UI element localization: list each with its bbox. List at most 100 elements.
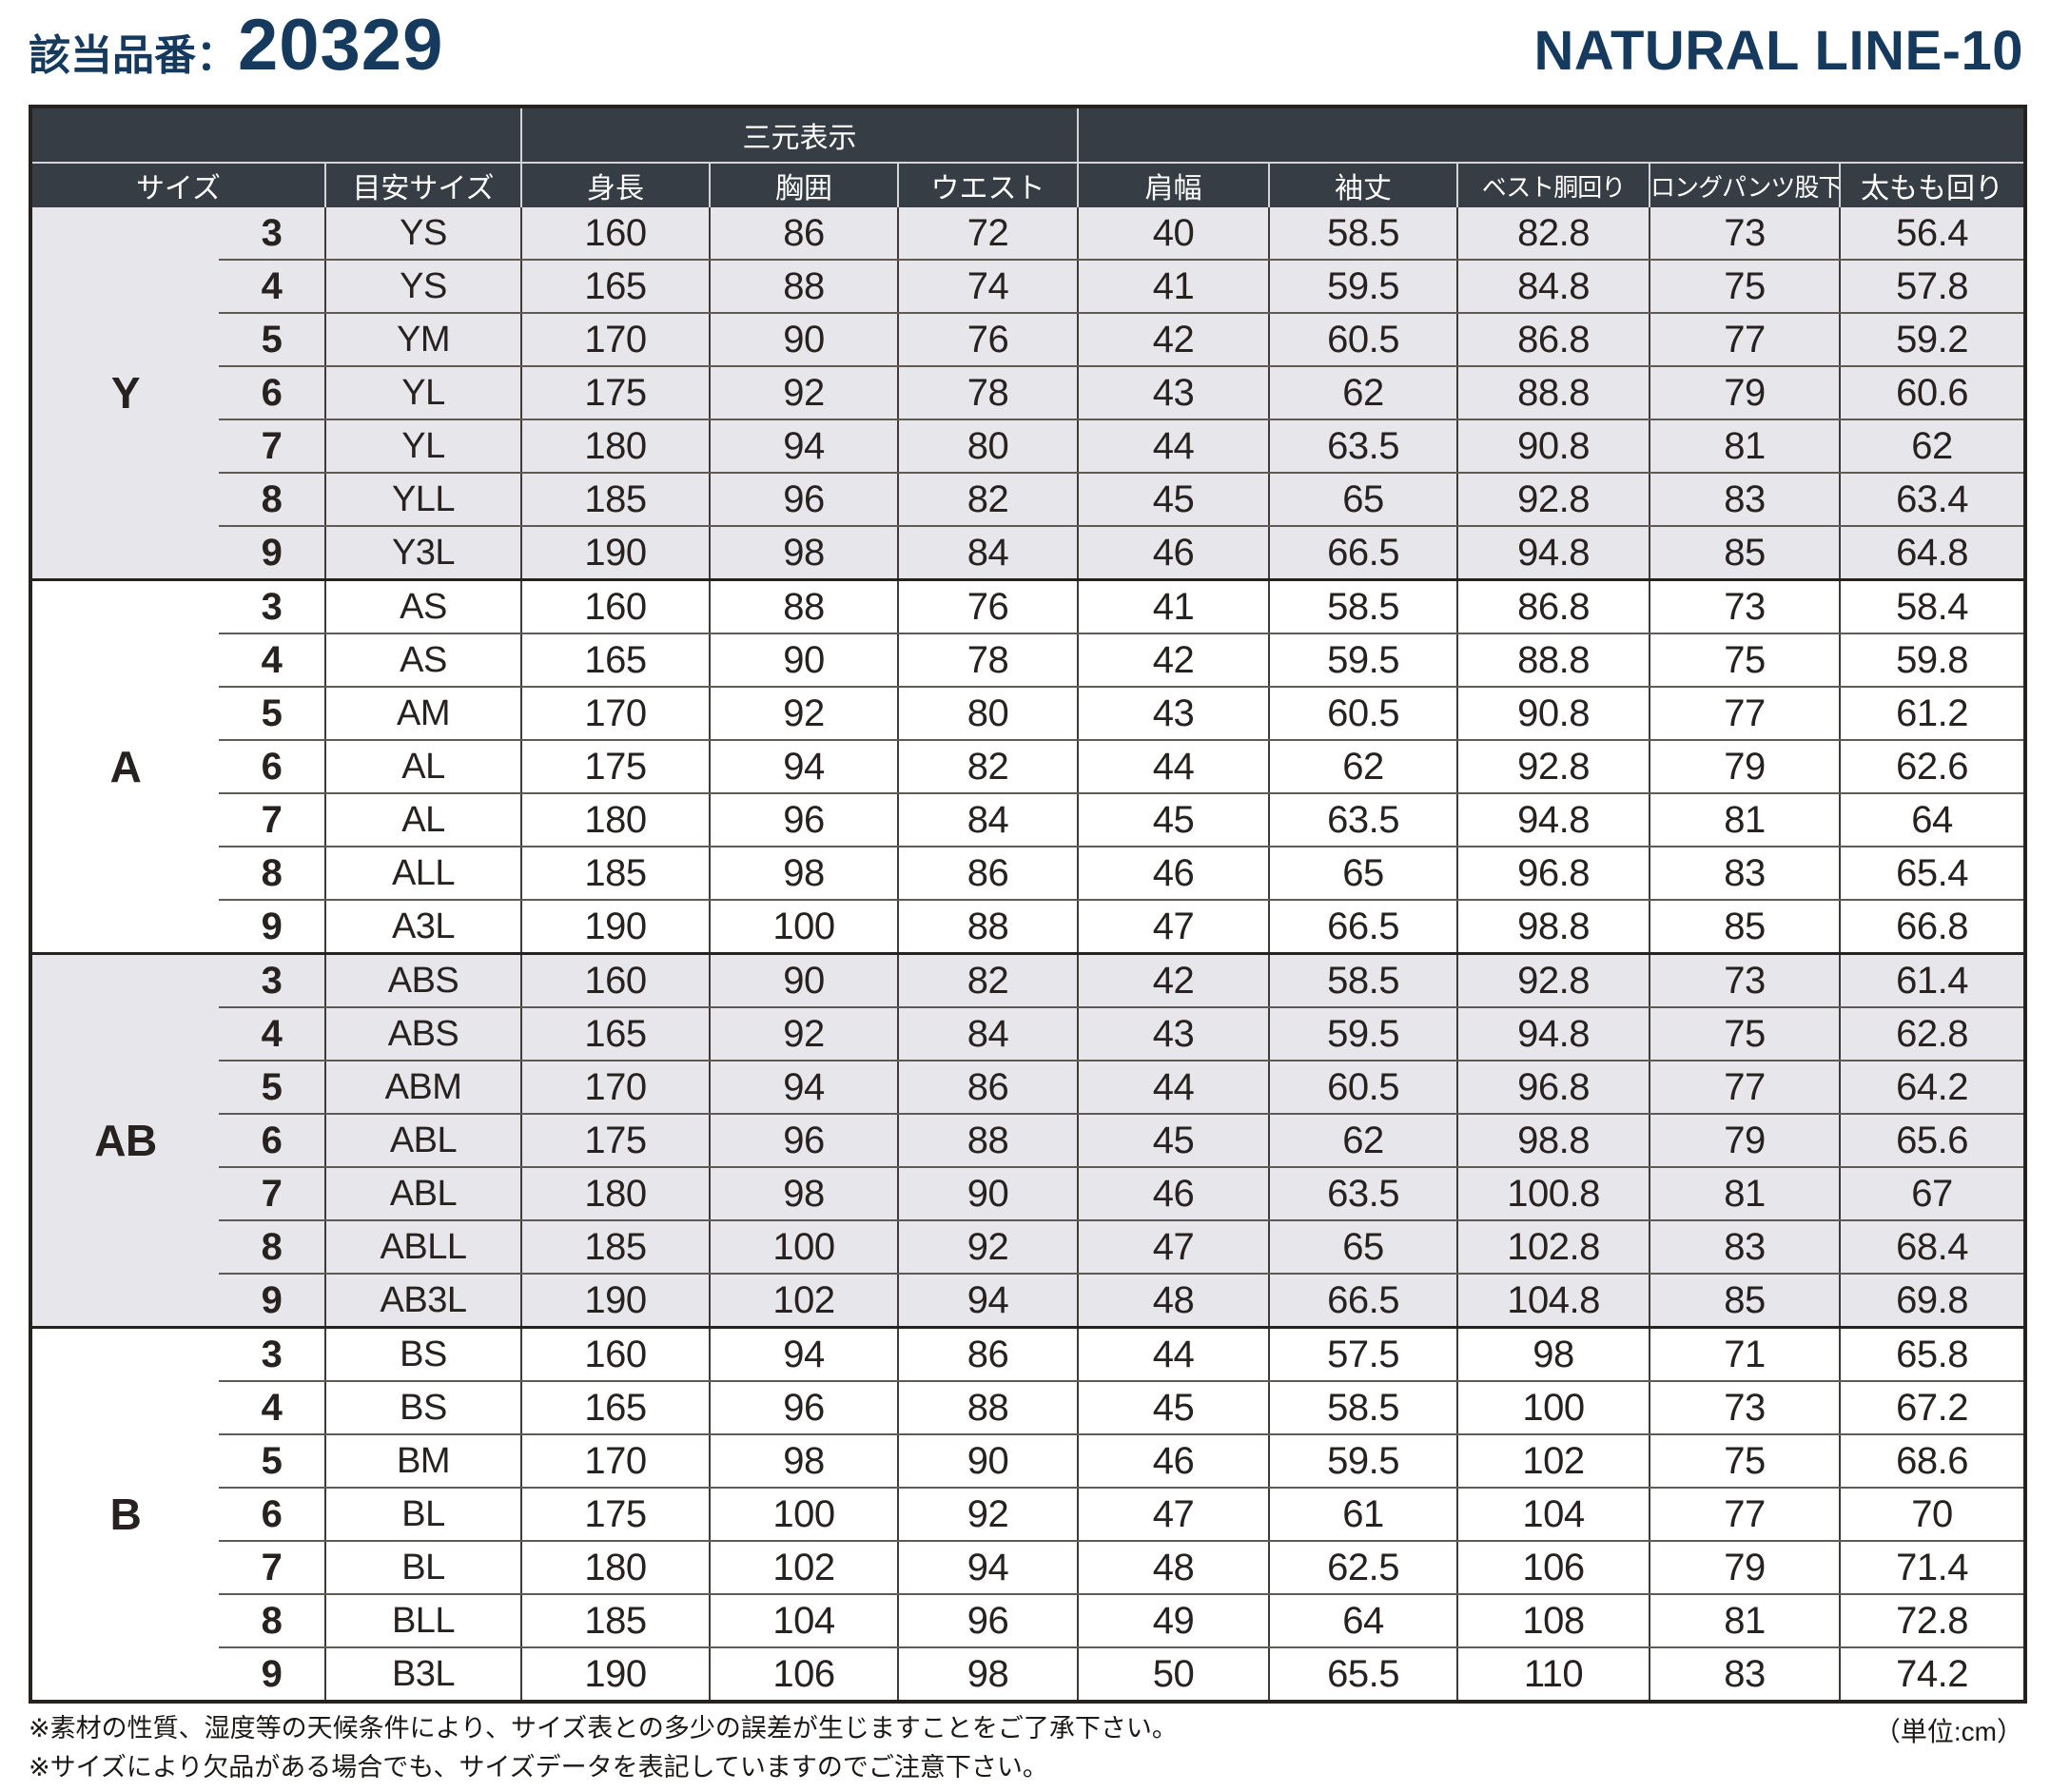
value-cell: 92 <box>709 1007 898 1062</box>
value-cell: 42 <box>1077 953 1270 1008</box>
size-number-cell: 6 <box>219 366 325 420</box>
group-label: B <box>30 1327 219 1704</box>
table-row: 9 AB3L 190 102 94 48 66.5 104.8 85 69.8 <box>30 1274 2026 1329</box>
value-cell: 66.5 <box>1268 1274 1458 1329</box>
value-cell: 90 <box>896 1167 1079 1221</box>
value-cell: 170 <box>520 687 710 741</box>
value-cell: 86.8 <box>1456 313 1650 367</box>
value-cell: 63.5 <box>1268 419 1458 474</box>
value-cell: 98 <box>709 1434 898 1489</box>
value-cell: 73 <box>1649 579 1841 634</box>
value-cell: 185 <box>520 1220 710 1275</box>
table-row: B 3 BS 160 94 86 44 57.5 98 71 65.8 <box>30 1327 2026 1704</box>
value-cell: 40 <box>1077 207 1270 261</box>
table-row: 6 YL 175 92 78 43 62 88.8 79 60.6 <box>30 366 2026 420</box>
value-cell: 66.5 <box>1268 526 1458 581</box>
value-cell: 92.8 <box>1456 953 1650 1008</box>
value-cell: 175 <box>520 740 710 794</box>
table-row: 8 ABLL 185 100 92 47 65 102.8 83 68.4 <box>30 1220 2026 1275</box>
value-cell: 185 <box>520 847 710 901</box>
value-cell: 175 <box>520 1488 710 1542</box>
value-cell: 72 <box>896 207 1079 261</box>
value-cell: 59.5 <box>1268 1434 1458 1489</box>
size-number-cell: 6 <box>219 740 325 794</box>
value-cell: 44 <box>1077 419 1270 474</box>
value-cell: 85 <box>1649 900 1841 955</box>
value-cell: 88.8 <box>1456 633 1650 688</box>
value-cell: 57.5 <box>1268 1327 1458 1382</box>
value-cell: 102 <box>709 1541 898 1595</box>
value-cell: 170 <box>520 1434 710 1489</box>
value-cell: 65 <box>1268 1220 1458 1275</box>
value-cell: 58.5 <box>1268 1381 1458 1435</box>
value-cell: 59.5 <box>1268 1007 1458 1062</box>
value-cell: 61.2 <box>1839 687 2026 741</box>
value-cell: 175 <box>520 1114 710 1168</box>
value-cell: 46 <box>1077 847 1270 901</box>
size-number-cell: 3 <box>219 953 325 1008</box>
size-number-cell: 3 <box>219 1327 325 1382</box>
alias-size-cell: BS <box>324 1381 521 1435</box>
value-cell: 60.5 <box>1268 1061 1458 1115</box>
value-cell: 65.6 <box>1839 1114 2026 1168</box>
alias-size-cell: YL <box>324 419 521 474</box>
alias-size-cell: BL <box>324 1488 521 1542</box>
table-row: A 3 AS 160 88 76 41 58.5 86.8 73 58.4 <box>30 579 2026 955</box>
value-cell: 92 <box>709 687 898 741</box>
value-cell: 190 <box>520 526 710 581</box>
value-cell: 81 <box>1649 419 1841 474</box>
value-cell: 180 <box>520 1167 710 1221</box>
value-cell: 60.6 <box>1839 366 2026 420</box>
value-cell: 45 <box>1077 473 1270 527</box>
alias-size-cell: ABS <box>324 1007 521 1062</box>
value-cell: 79 <box>1649 366 1841 420</box>
value-cell: 104 <box>709 1594 898 1648</box>
value-cell: 96 <box>709 473 898 527</box>
size-number-cell: 8 <box>219 1220 325 1275</box>
size-number-cell: 5 <box>219 1061 325 1115</box>
alias-size-cell: Y3L <box>324 526 521 581</box>
value-cell: 63.5 <box>1268 1167 1458 1221</box>
table-row: 5 YM 170 90 76 42 60.5 86.8 77 59.2 <box>30 313 2026 367</box>
value-cell: 98 <box>709 1167 898 1221</box>
value-cell: 86.8 <box>1456 579 1650 634</box>
alias-size-cell: ABLL <box>324 1220 521 1275</box>
size-number-cell: 5 <box>219 313 325 367</box>
span-header-row: 三元表示 <box>30 107 2026 164</box>
value-cell: 69.8 <box>1839 1274 2026 1329</box>
value-cell: 42 <box>1077 313 1270 367</box>
alias-size-cell: AL <box>324 740 521 794</box>
value-cell: 88 <box>709 579 898 634</box>
column-header-row: サイズ 目安サイズ 身長 胸囲 ウエスト 肩幅 袖丈 ベスト胴回り ロングパンツ… <box>30 163 2026 207</box>
value-cell: 72.8 <box>1839 1594 2026 1648</box>
value-cell: 94 <box>709 1061 898 1115</box>
value-cell: 64.2 <box>1839 1061 2026 1115</box>
value-cell: 65 <box>1268 847 1458 901</box>
value-cell: 43 <box>1077 687 1270 741</box>
table-row: 8 BLL 185 104 96 49 64 108 81 72.8 <box>30 1594 2026 1648</box>
header-three-element: 三元表示 <box>519 107 1079 164</box>
value-cell: 160 <box>520 579 710 634</box>
value-cell: 62 <box>1268 366 1458 420</box>
value-cell: 85 <box>1649 526 1841 581</box>
alias-size-cell: YM <box>324 313 521 367</box>
col-header-vest-girth: ベスト胴回り <box>1456 163 1650 207</box>
value-cell: 90 <box>709 633 898 688</box>
value-cell: 185 <box>520 1594 710 1648</box>
col-header-sleeve: 袖丈 <box>1268 163 1458 207</box>
value-cell: 83 <box>1649 473 1841 527</box>
table-row: Y 3 YS 160 86 72 40 58.5 82.8 73 56.4 <box>30 207 2026 581</box>
product-number-block: 該当品番： 20329 <box>29 10 443 82</box>
value-cell: 73 <box>1649 207 1841 261</box>
value-cell: 62 <box>1839 419 2026 474</box>
alias-size-cell: AS <box>324 633 521 688</box>
value-cell: 83 <box>1649 1647 1841 1704</box>
value-cell: 75 <box>1649 260 1841 314</box>
size-chart-table: 三元表示 サイズ 目安サイズ 身長 胸囲 ウエスト 肩幅 袖丈 ベスト胴回り ロ… <box>29 105 2028 1704</box>
size-number-cell: 8 <box>219 847 325 901</box>
col-header-alias-size: 目安サイズ <box>324 163 521 207</box>
value-cell: 47 <box>1077 1220 1270 1275</box>
value-cell: 46 <box>1077 1434 1270 1489</box>
size-number-cell: 9 <box>219 1647 325 1704</box>
